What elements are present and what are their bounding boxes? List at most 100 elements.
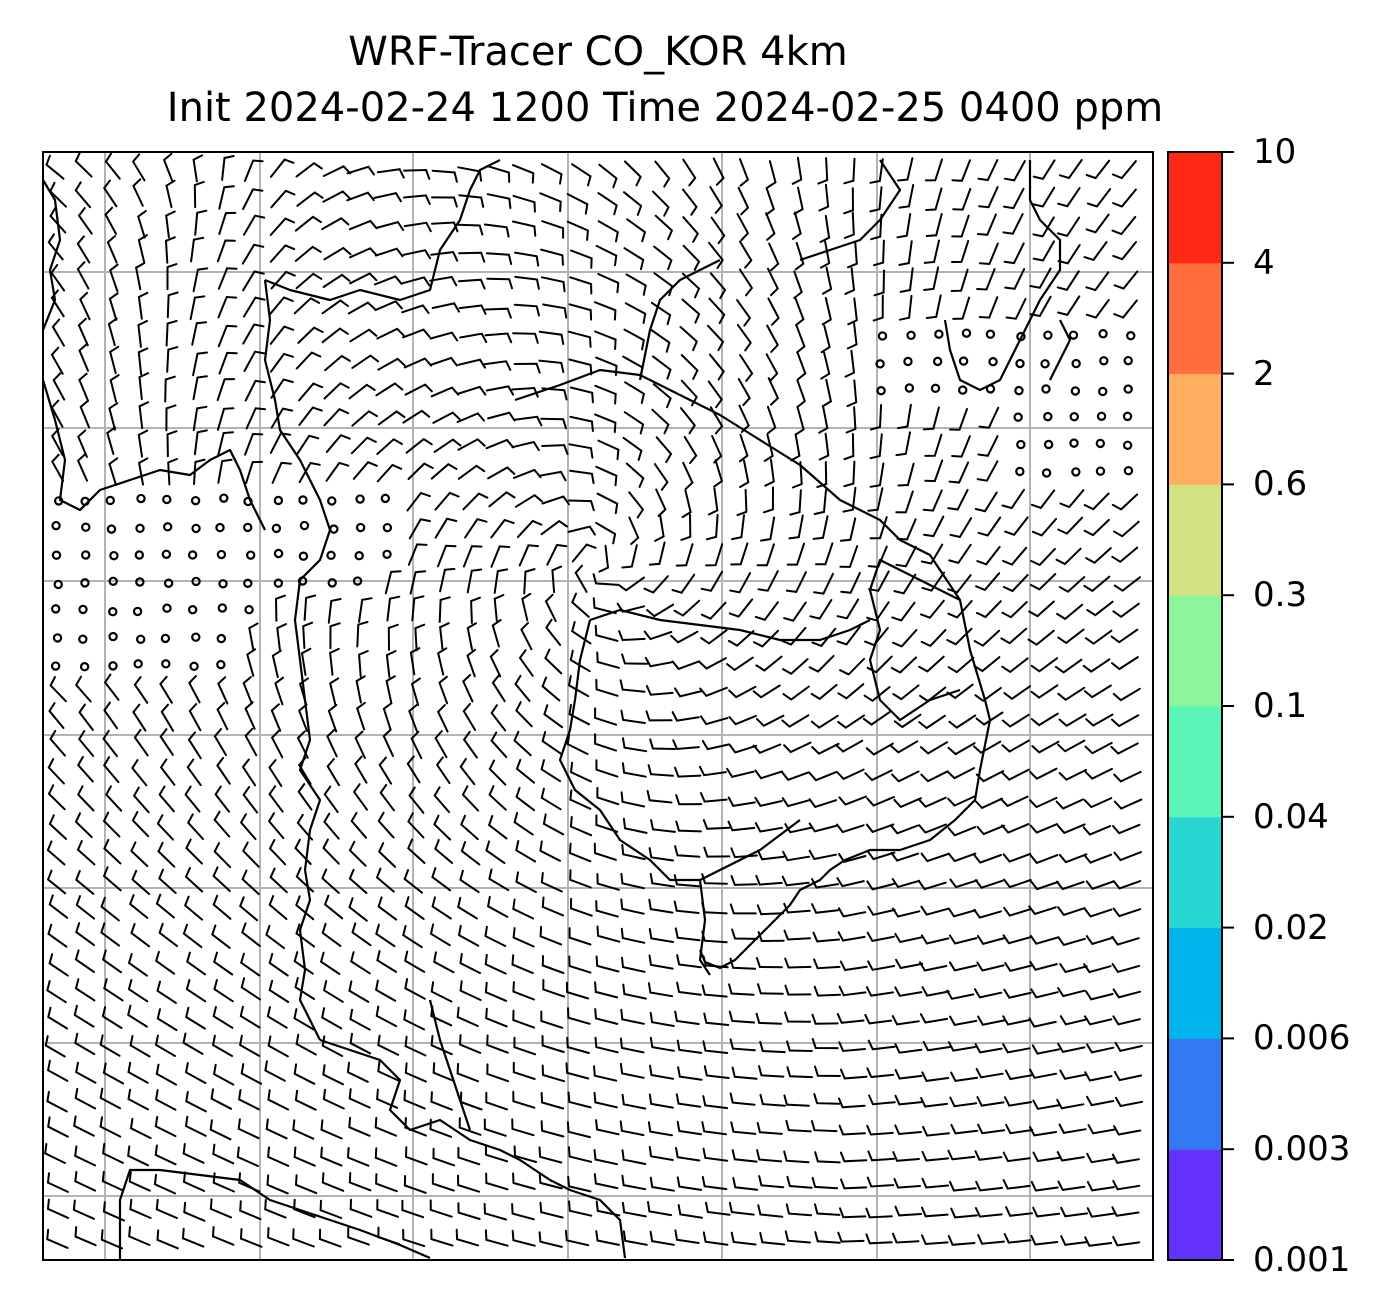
wind-barb xyxy=(838,852,867,863)
calm-wind-circle xyxy=(244,605,254,615)
wind-barb xyxy=(434,491,460,511)
map-title-line1: WRF-Tracer CO_KOR 4km xyxy=(348,29,848,75)
wind-barb xyxy=(347,301,376,315)
wind-barb xyxy=(466,568,483,594)
calm-wind-circle xyxy=(985,329,996,339)
wind-barb xyxy=(729,903,757,915)
wind-barb xyxy=(349,272,378,285)
wind-barb xyxy=(680,379,698,407)
wind-barb xyxy=(512,898,535,920)
wind-barb xyxy=(456,223,484,236)
wind-barb xyxy=(784,1230,811,1244)
wind-barb xyxy=(866,1124,894,1136)
wind-barb xyxy=(514,493,543,508)
wind-barb xyxy=(329,622,341,650)
wind-barb xyxy=(137,320,148,348)
wind-barb xyxy=(523,568,536,595)
wind-barb xyxy=(681,489,692,519)
wind-barb xyxy=(239,1200,262,1221)
wind-barb xyxy=(300,647,312,676)
wind-barb xyxy=(865,1233,893,1245)
wind-barb xyxy=(294,977,316,1000)
wind-barb xyxy=(164,236,176,264)
wind-barb xyxy=(512,468,542,479)
wind-barb xyxy=(921,1071,950,1082)
wind-barb xyxy=(617,576,645,592)
wind-barb xyxy=(890,740,919,754)
wind-barb xyxy=(193,458,206,485)
wind-barb xyxy=(74,675,92,703)
wind-barb xyxy=(486,277,513,290)
wind-barb xyxy=(238,1034,261,1057)
wind-barb xyxy=(485,385,515,396)
wind-barb xyxy=(739,158,750,187)
wind-barb xyxy=(707,380,723,409)
wind-barb xyxy=(269,867,288,894)
wind-barb xyxy=(738,433,749,463)
wind-barb xyxy=(107,317,118,347)
wind-barb xyxy=(44,1143,66,1164)
wind-barb xyxy=(325,434,351,453)
wind-barb xyxy=(77,429,88,458)
wind-barb xyxy=(649,1036,675,1052)
wind-barb xyxy=(351,410,378,427)
wind-barb xyxy=(216,701,229,731)
wind-barb xyxy=(103,838,122,865)
wind-barb xyxy=(433,438,462,453)
wind-barb xyxy=(514,275,540,290)
wind-barb xyxy=(621,956,646,973)
calm-wind-circle xyxy=(382,549,392,559)
wind-barb xyxy=(511,1203,535,1221)
wind-barb xyxy=(836,625,861,646)
wind-barb xyxy=(354,730,366,759)
wind-barb xyxy=(1086,188,1112,208)
wind-barb xyxy=(754,601,779,621)
wind-barb xyxy=(1084,767,1113,780)
wind-barb xyxy=(1029,1068,1058,1079)
wind-barb xyxy=(185,979,207,1003)
wind-barb xyxy=(1085,298,1110,319)
wind-barb xyxy=(321,327,349,344)
wind-barb xyxy=(838,985,867,997)
wind-barb xyxy=(949,408,968,431)
wind-barb xyxy=(402,328,431,339)
wind-barb xyxy=(1113,851,1142,862)
colorbar-segment xyxy=(1168,1038,1222,1150)
calm-wind-circle xyxy=(108,661,118,671)
wind-barb xyxy=(976,545,1001,566)
wind-barb xyxy=(701,984,728,998)
wind-barb xyxy=(541,1035,565,1053)
wind-barb xyxy=(1114,1096,1144,1108)
wind-barb xyxy=(1056,1151,1085,1162)
wind-barb xyxy=(73,1004,95,1028)
wind-barb xyxy=(295,866,314,893)
wind-barb xyxy=(923,266,940,291)
wind-barb xyxy=(766,405,777,435)
calm-wind-circle xyxy=(1070,386,1081,396)
wind-barb xyxy=(539,840,561,862)
wind-barb xyxy=(217,676,229,705)
wind-barb xyxy=(1111,935,1140,946)
wind-barb xyxy=(238,1172,261,1193)
wind-barb xyxy=(298,677,309,706)
wind-barb xyxy=(947,1235,976,1246)
wind-barb xyxy=(242,676,253,705)
wind-barb xyxy=(791,211,802,240)
wind-barb xyxy=(648,954,674,970)
calm-wind-circle xyxy=(327,578,337,588)
calm-wind-circle xyxy=(903,356,913,367)
wind-barb xyxy=(790,433,801,462)
wind-barb xyxy=(920,770,949,783)
wind-barb xyxy=(538,359,565,374)
wind-barb xyxy=(918,823,947,834)
wind-barb xyxy=(493,594,505,622)
lat-lon-gridlines xyxy=(43,152,1153,1260)
wind-barb xyxy=(404,1117,427,1137)
wind-barb xyxy=(569,469,595,485)
coastline-northeast xyxy=(799,159,902,262)
calm-wind-circle xyxy=(930,383,941,394)
wind-barb xyxy=(378,756,393,785)
wind-barb xyxy=(402,925,423,949)
wind-barb xyxy=(1029,295,1052,318)
wind-barb xyxy=(245,407,267,430)
